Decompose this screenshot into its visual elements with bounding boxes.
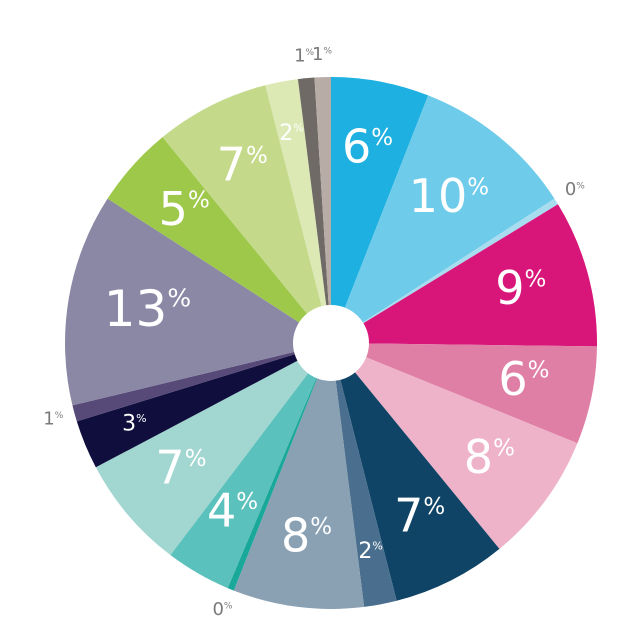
pie-slice bbox=[331, 343, 397, 607]
slice-value: 1 bbox=[43, 408, 54, 429]
slice-value: 0 bbox=[565, 179, 576, 200]
slice-label: 6% bbox=[342, 119, 393, 173]
slice-unit: % bbox=[224, 601, 233, 611]
slice-unit: % bbox=[576, 181, 585, 191]
slice-value: 7 bbox=[217, 137, 246, 191]
slice-unit: % bbox=[306, 47, 315, 57]
slice-value: 1 bbox=[312, 44, 323, 65]
slice-unit: % bbox=[323, 46, 332, 56]
slice-value: 9 bbox=[495, 260, 524, 314]
pie-slice bbox=[331, 343, 578, 549]
pie-slice bbox=[162, 85, 331, 344]
slice-unit: % bbox=[371, 125, 393, 151]
donut-hole bbox=[293, 305, 369, 381]
pie-slice bbox=[95, 343, 331, 556]
slice-unit: % bbox=[236, 488, 258, 514]
pie-slice bbox=[314, 77, 331, 343]
slice-value: 7 bbox=[155, 440, 184, 494]
slice-label: 2% bbox=[358, 539, 382, 564]
slice-value: 2 bbox=[279, 121, 293, 146]
slice-label: 9% bbox=[495, 260, 546, 314]
slice-unit: % bbox=[372, 540, 382, 553]
pie-slice bbox=[265, 79, 331, 344]
pie-slice bbox=[65, 198, 332, 406]
slice-value: 8 bbox=[281, 508, 310, 562]
pie-slice bbox=[107, 137, 332, 343]
slice-value: 10 bbox=[409, 168, 468, 222]
slice-value: 3 bbox=[122, 411, 136, 436]
slice-unit: % bbox=[423, 494, 445, 520]
slice-unit: % bbox=[136, 412, 146, 425]
pie-slice bbox=[76, 343, 332, 468]
slice-label: 8% bbox=[464, 429, 515, 483]
slice-unit: % bbox=[188, 187, 210, 213]
pie-slice bbox=[170, 343, 331, 589]
slice-label: 1% bbox=[312, 44, 332, 65]
slice-value: 7 bbox=[394, 488, 423, 542]
slice-label: 10% bbox=[409, 168, 489, 222]
slice-unit: % bbox=[246, 142, 268, 168]
slice-unit: % bbox=[167, 283, 191, 312]
slice-unit: % bbox=[293, 121, 303, 134]
pie-slice bbox=[72, 343, 331, 422]
slice-unit: % bbox=[528, 357, 550, 383]
slice-value: 6 bbox=[342, 119, 371, 173]
slice-unit: % bbox=[493, 435, 515, 461]
slice-label: 1% bbox=[294, 45, 314, 66]
pie-slice bbox=[331, 77, 429, 343]
pie-slice bbox=[233, 343, 365, 609]
slice-value: 6 bbox=[498, 352, 527, 406]
slice-label: 7% bbox=[155, 440, 206, 494]
pie-slice bbox=[331, 343, 597, 444]
pie-slice bbox=[331, 343, 500, 601]
slice-label: 7% bbox=[217, 137, 268, 191]
slice-unit: % bbox=[467, 174, 489, 200]
slice-label: 2% bbox=[279, 121, 303, 146]
slice-label: 8% bbox=[281, 508, 332, 562]
slice-value: 0 bbox=[212, 599, 223, 620]
slice-value: 2 bbox=[358, 539, 372, 564]
slice-label: 1% bbox=[43, 408, 63, 429]
pie-slice bbox=[331, 204, 597, 347]
pie-slice bbox=[331, 198, 558, 343]
slice-value: 13 bbox=[104, 279, 168, 337]
pie-slice bbox=[227, 343, 331, 591]
slice-label: 13% bbox=[104, 279, 191, 337]
slice-unit: % bbox=[185, 445, 207, 471]
pie-slice bbox=[331, 95, 555, 344]
slice-label: 5% bbox=[159, 181, 210, 235]
slice-unit: % bbox=[525, 266, 547, 292]
slice-label: 0% bbox=[212, 599, 232, 620]
slice-value: 8 bbox=[464, 429, 493, 483]
slice-value: 1 bbox=[294, 45, 305, 66]
pie-slice bbox=[297, 77, 331, 343]
slice-label: 0% bbox=[565, 179, 585, 200]
slice-label: 6% bbox=[498, 352, 549, 406]
slice-value: 5 bbox=[159, 181, 188, 235]
slice-unit: % bbox=[310, 513, 332, 539]
slice-unit: % bbox=[55, 410, 64, 420]
slice-label: 3% bbox=[122, 411, 146, 436]
slice-label: 7% bbox=[394, 488, 445, 542]
